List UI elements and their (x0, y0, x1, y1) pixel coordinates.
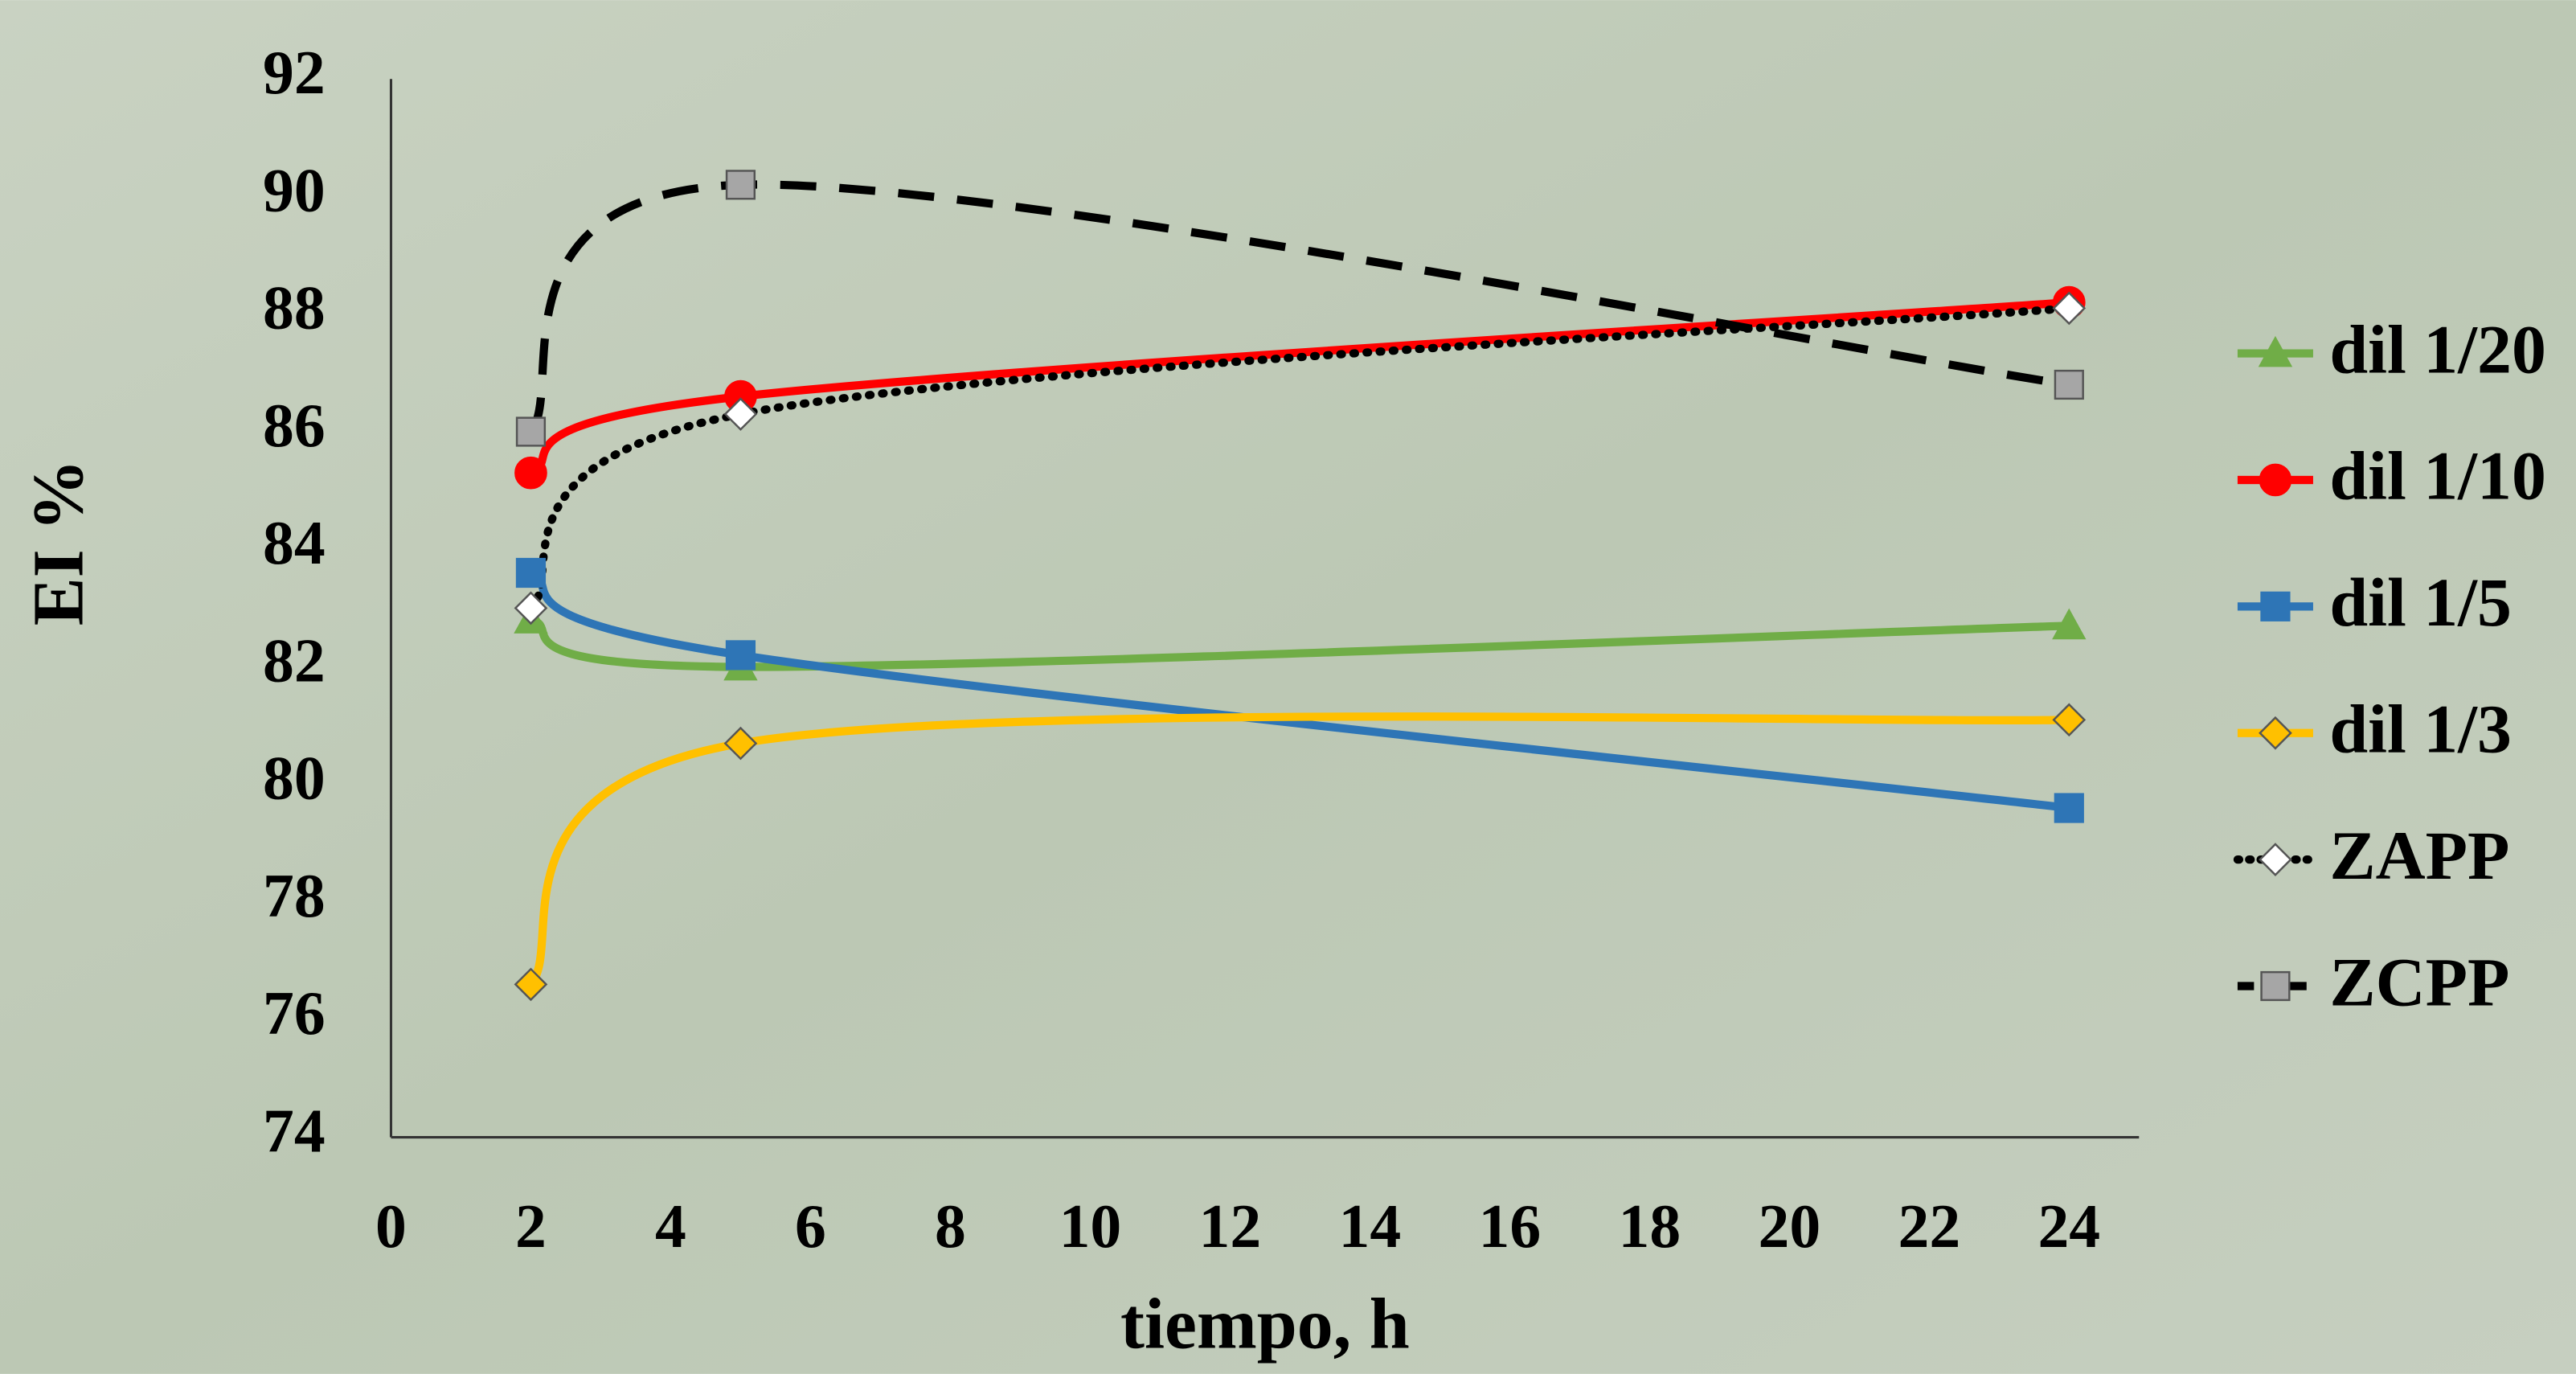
legend-label: dil 1/5 (2329, 564, 2512, 641)
legend-marker (2259, 463, 2292, 497)
data-point (2052, 291, 2087, 326)
x-tick-label: 14 (1339, 1191, 1402, 1261)
legend-label: dil 1/3 (2329, 691, 2512, 768)
legend-marker (2260, 970, 2291, 1002)
series-line (526, 615, 2074, 671)
x-tick-label: 4 (655, 1191, 686, 1261)
y-tick-label: 92 (263, 38, 326, 107)
legend-marker (2259, 716, 2292, 750)
data-point (514, 591, 548, 625)
data-point (514, 967, 548, 1002)
x-tick-label: 18 (1619, 1191, 1681, 1261)
legend-label: dil 1/10 (2329, 438, 2545, 515)
data-point (723, 397, 758, 431)
data-point (515, 416, 547, 447)
y-tick-label: 76 (263, 978, 326, 1048)
x-tick-label: 12 (1199, 1191, 1262, 1261)
x-tick-label: 24 (2037, 1191, 2100, 1261)
series-line (526, 712, 2074, 989)
y-axis-title: EI % (18, 459, 98, 625)
series-line (527, 180, 2070, 435)
y-tick-label: 82 (263, 625, 326, 695)
x-tick-label: 8 (935, 1191, 966, 1261)
x-axis-title: tiempo, h (1120, 1284, 1410, 1364)
legend-label: dil 1/20 (2329, 311, 2545, 388)
series-line (526, 568, 2074, 813)
x-tick-label: 16 (1479, 1191, 1542, 1261)
data-point (515, 557, 547, 589)
x-tick-label: 10 (1059, 1191, 1122, 1261)
series-line (526, 298, 2074, 478)
legend-marker (2260, 591, 2291, 621)
y-tick-label: 80 (263, 744, 326, 813)
data-point (725, 170, 756, 200)
data-point (2052, 608, 2087, 640)
data-point (2054, 793, 2084, 823)
x-tick-label: 6 (795, 1191, 826, 1261)
x-tick-label: 20 (1759, 1191, 1821, 1261)
y-tick-label: 86 (263, 391, 326, 460)
legend-marker (2258, 335, 2293, 367)
legend-label: ZCPP (2329, 944, 2509, 1020)
data-point (725, 640, 756, 671)
x-tick-label: 2 (515, 1191, 547, 1261)
series-line (526, 304, 2074, 613)
data-point (514, 456, 547, 490)
data-point (723, 726, 758, 761)
y-tick-label: 84 (263, 508, 326, 577)
data-point (2052, 703, 2087, 737)
y-tick-label: 88 (263, 273, 326, 342)
data-point (2054, 369, 2084, 400)
x-tick-label: 0 (375, 1191, 407, 1261)
y-tick-label: 90 (263, 155, 326, 224)
y-tick-label: 74 (263, 1096, 326, 1165)
y-tick-label: 78 (263, 861, 326, 930)
legend-label: ZAPP (2329, 818, 2509, 894)
x-tick-label: 22 (1898, 1191, 1960, 1261)
legend-marker (2259, 843, 2292, 876)
